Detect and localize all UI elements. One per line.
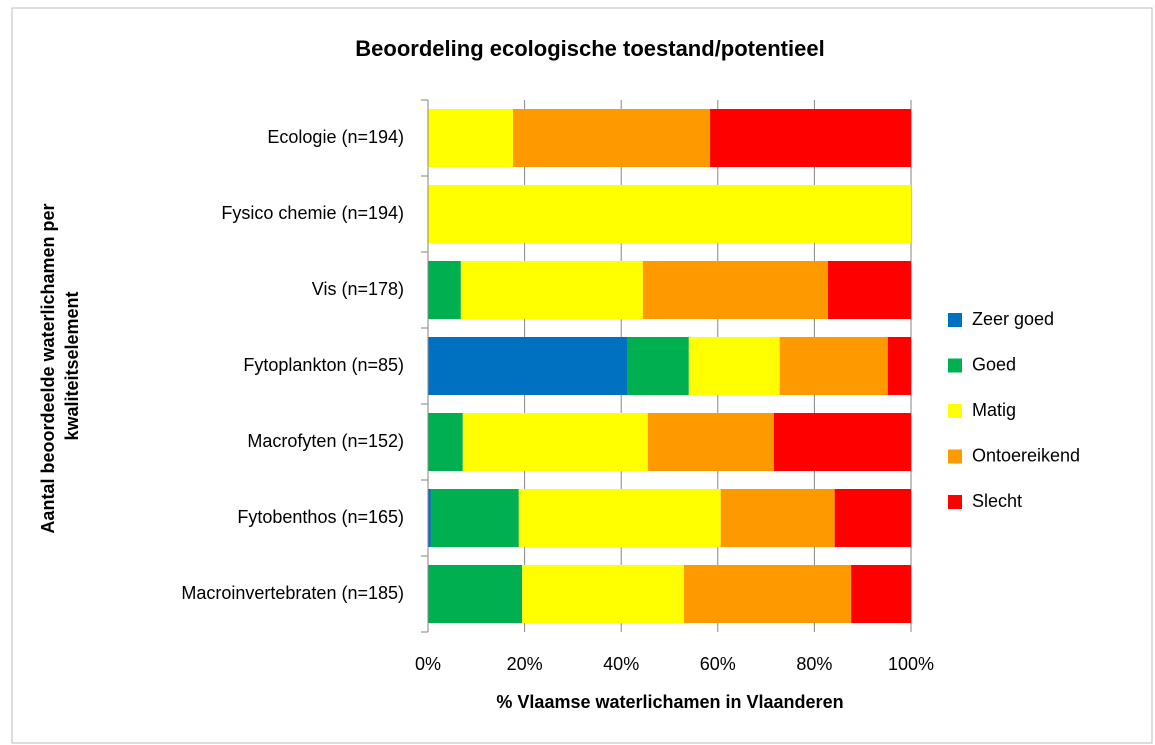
bar-segment: [428, 565, 523, 623]
x-tick-label: 60%: [700, 654, 736, 674]
legend-swatch: [948, 358, 962, 373]
legend-label: Zeer goed: [972, 309, 1054, 329]
bar-segment: [626, 337, 689, 395]
bar-segment: [834, 489, 911, 547]
legend-label: Goed: [972, 354, 1016, 374]
chart-title: Beoordeling ecologische toestand/potenti…: [355, 36, 824, 61]
bar-segment: [887, 337, 911, 395]
y-tick-label: Macroinvertebraten (n=185): [181, 583, 404, 603]
y-axis-title-line: Aantal beoordeelde waterlichamen per: [38, 203, 58, 533]
bar-segment: [773, 413, 911, 471]
legend-swatch: [948, 313, 962, 327]
y-tick-label: Ecologie (n=194): [267, 127, 404, 147]
x-axis-title: % Vlaamse waterlichamen in Vlaanderen: [496, 692, 843, 712]
bar-segment: [428, 261, 461, 319]
bar-segment: [683, 565, 852, 623]
bar-segment: [647, 413, 774, 471]
legend-label: Slecht: [972, 491, 1022, 511]
bar-segment: [428, 489, 431, 547]
bar-segment: [720, 489, 835, 547]
bar-segment: [827, 261, 911, 319]
legend-swatch: [948, 495, 962, 509]
legend-label: Ontoereikend: [972, 445, 1080, 465]
bar-segment: [513, 109, 711, 167]
bar-segment: [428, 109, 514, 167]
bar-segment: [462, 413, 648, 471]
x-tick-label: 100%: [888, 654, 934, 674]
y-tick-label: Fytobenthos (n=165): [237, 507, 404, 527]
bar-segment: [710, 109, 911, 167]
y-axis-title-line: kwaliteitselement: [62, 291, 82, 440]
bar-segment: [430, 489, 519, 547]
bar-segment: [428, 185, 911, 243]
y-tick-label: Macrofyten (n=152): [247, 431, 404, 451]
x-tick-label: 0%: [415, 654, 441, 674]
y-tick-label: Vis (n=178): [312, 279, 404, 299]
x-tick-label: 80%: [796, 654, 832, 674]
bar-segment: [460, 261, 643, 319]
legend-label: Matig: [972, 400, 1016, 420]
bar-segment: [522, 565, 684, 623]
bar-segment: [428, 413, 463, 471]
legend-swatch: [948, 404, 962, 418]
bar-segment: [518, 489, 721, 547]
y-tick-label: Fysico chemie (n=194): [221, 203, 404, 223]
bar-segment: [688, 337, 780, 395]
bar-segment: [642, 261, 828, 319]
y-tick-label: Fytoplankton (n=85): [243, 355, 404, 375]
x-tick-label: 40%: [603, 654, 639, 674]
y-axis-title: Aantal beoordeelde waterlichamen per kwa…: [38, 198, 82, 533]
bar-segment: [428, 337, 627, 395]
bar-segment: [779, 337, 888, 395]
legend-swatch: [948, 449, 962, 464]
x-tick-label: 20%: [507, 654, 543, 674]
bar-segment: [851, 565, 911, 623]
